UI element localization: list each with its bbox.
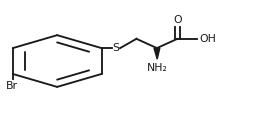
Polygon shape: [154, 48, 160, 59]
Text: O: O: [173, 15, 182, 25]
Text: NH₂: NH₂: [147, 63, 167, 73]
Text: Br: Br: [6, 81, 17, 91]
Text: OH: OH: [199, 34, 216, 44]
Text: S: S: [112, 43, 119, 53]
